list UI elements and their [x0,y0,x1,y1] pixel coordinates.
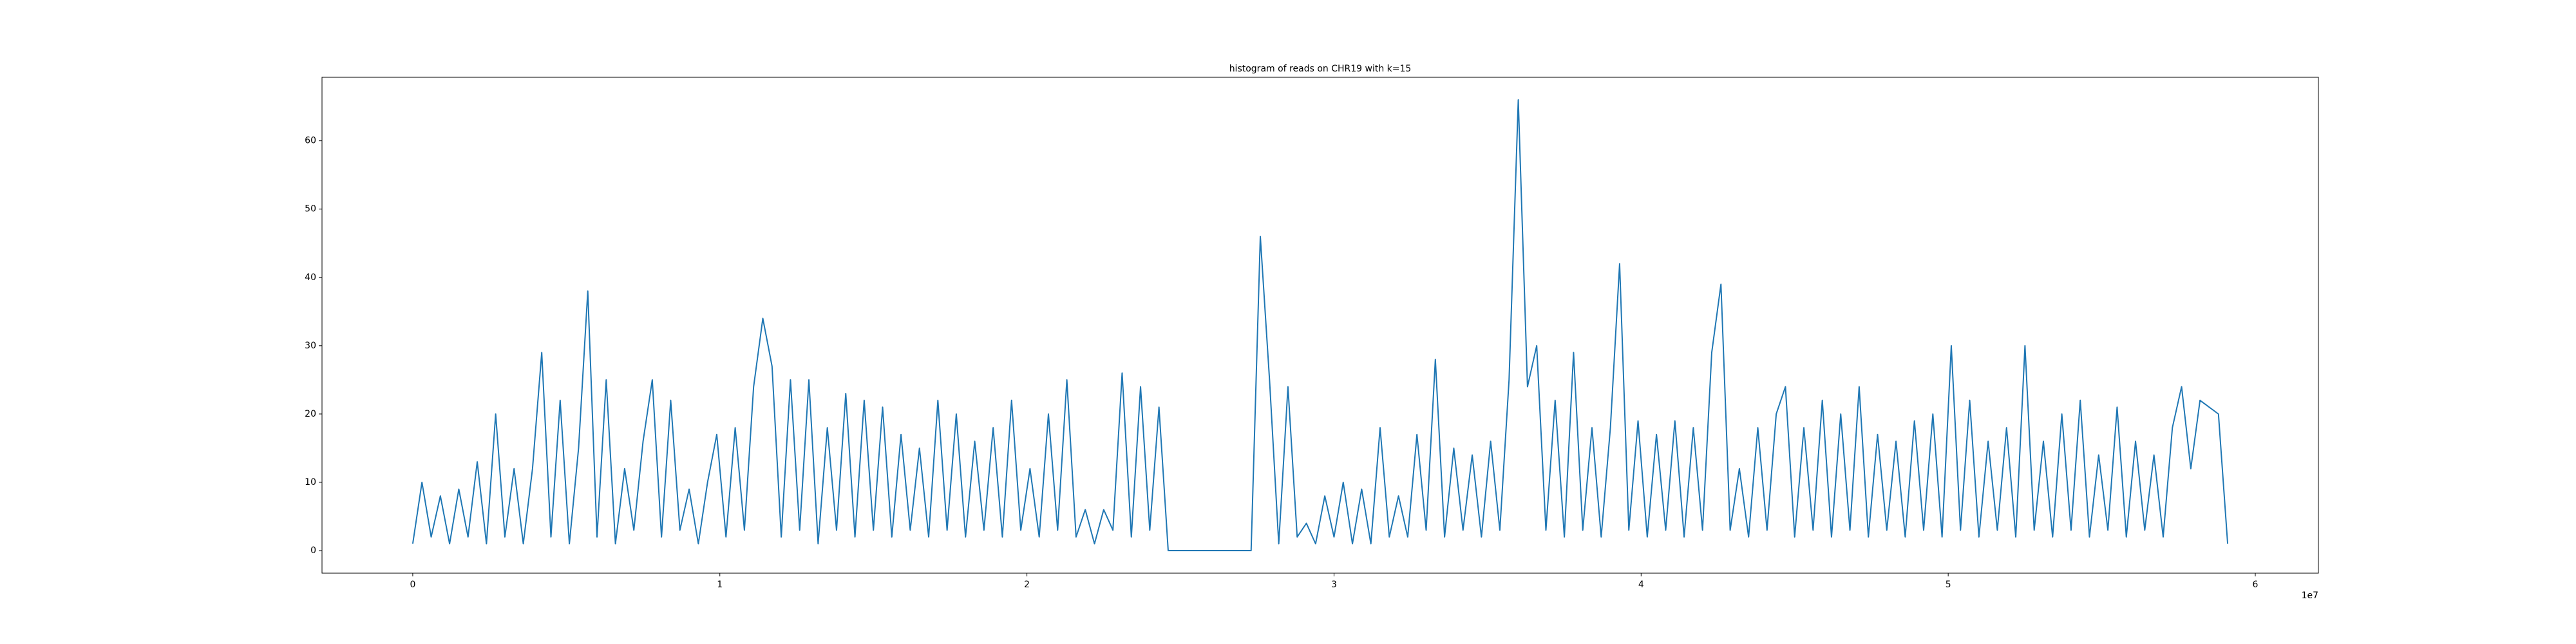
y-tick-label: 0 [310,545,316,556]
y-tick-label: 30 [305,341,316,351]
x-tick-label: 3 [1331,580,1337,590]
x-tick-label: 5 [1946,580,1951,590]
x-tick-label: 0 [410,580,415,590]
y-tick-label: 20 [305,409,316,419]
x-tick-label: 2 [1024,580,1030,590]
x-offset-label: 1e7 [2302,591,2318,601]
axes-frame [321,77,2319,574]
x-tick-label: 1 [717,580,723,590]
y-tick-label: 50 [305,204,316,214]
y-tick-label: 60 [305,136,316,146]
chart-title: histogram of reads on CHR19 with k=15 [1229,64,1412,74]
y-tick-label: 40 [305,272,316,283]
data-line [412,99,2229,551]
y-tick-label: 10 [305,477,316,488]
x-tick-label: 6 [2253,580,2259,590]
x-tick-label: 4 [1638,580,1644,590]
